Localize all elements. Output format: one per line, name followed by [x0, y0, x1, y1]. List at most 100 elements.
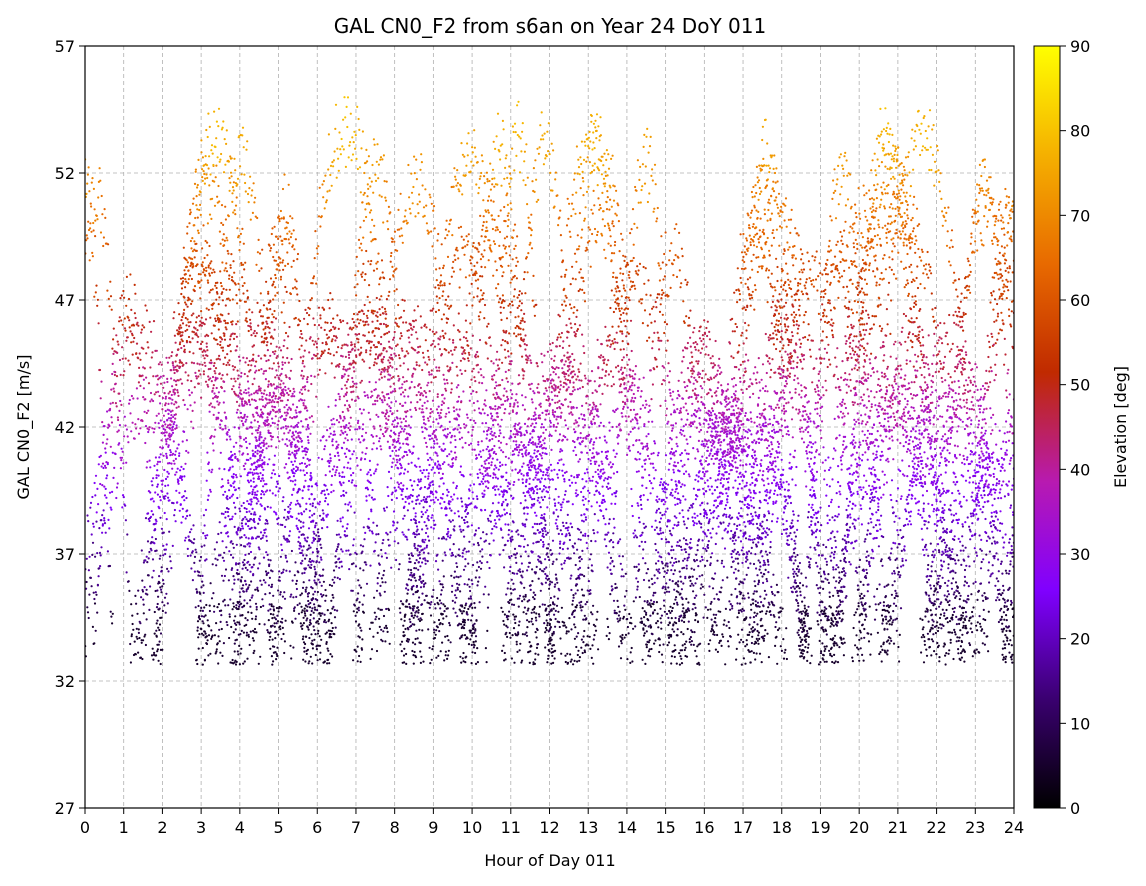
data-point: [697, 475, 700, 478]
data-point: [666, 507, 669, 510]
data-point: [467, 233, 470, 236]
data-point: [162, 374, 165, 377]
data-point: [813, 479, 816, 482]
data-point: [718, 470, 721, 473]
data-point: [980, 549, 983, 552]
data-point: [955, 457, 958, 460]
data-point: [369, 231, 372, 234]
data-point: [427, 381, 430, 384]
data-point: [780, 285, 783, 288]
data-point: [542, 545, 545, 548]
data-point: [717, 424, 720, 427]
data-point: [691, 421, 694, 424]
data-point: [979, 548, 982, 551]
data-point: [962, 611, 965, 614]
data-point: [415, 178, 418, 181]
data-point: [826, 514, 829, 517]
data-point: [493, 387, 496, 390]
data-point: [203, 172, 206, 176]
data-point: [983, 592, 986, 595]
data-point: [671, 564, 674, 567]
data-point: [364, 531, 367, 535]
data-point: [448, 223, 451, 226]
data-point: [527, 441, 531, 444]
data-point: [312, 617, 315, 620]
data-point: [856, 403, 859, 406]
data-point: [509, 565, 512, 569]
data-point: [151, 647, 154, 650]
data-point: [206, 279, 209, 282]
data-point: [947, 563, 950, 566]
data-point: [731, 459, 734, 462]
data-point: [472, 646, 475, 649]
data-point: [879, 601, 882, 605]
data-point: [767, 208, 770, 212]
data-point: [671, 628, 674, 631]
data-point: [304, 308, 307, 311]
data-point: [995, 237, 999, 240]
data-point: [858, 464, 862, 467]
data-point: [477, 192, 480, 195]
data-point: [900, 418, 903, 421]
data-point: [459, 268, 462, 271]
data-point: [946, 230, 949, 233]
data-point: [143, 586, 146, 589]
data-point: [516, 260, 519, 263]
data-point: [443, 378, 446, 381]
data-point: [892, 157, 896, 160]
data-point: [989, 176, 992, 179]
data-point: [243, 413, 246, 416]
data-point: [940, 521, 943, 524]
data-point: [492, 362, 495, 365]
data-point: [959, 645, 963, 648]
data-point: [1005, 396, 1009, 399]
data-point: [479, 275, 482, 278]
data-point: [932, 620, 935, 623]
data-point: [373, 596, 376, 599]
data-point: [894, 418, 897, 422]
data-point: [954, 475, 957, 479]
data-point: [730, 432, 734, 435]
data-point: [903, 474, 906, 477]
data-point: [749, 417, 753, 420]
data-point: [510, 208, 513, 211]
data-point: [430, 230, 433, 233]
data-point: [976, 598, 979, 602]
data-point: [730, 529, 733, 533]
data-point: [839, 389, 842, 392]
data-point: [224, 304, 227, 307]
data-point: [228, 288, 231, 291]
data-point: [231, 320, 234, 323]
data-point: [437, 309, 440, 312]
data-point: [345, 105, 348, 108]
data-point: [801, 367, 804, 370]
data-point: [923, 365, 926, 369]
data-point: [198, 286, 202, 289]
data-point: [469, 631, 472, 634]
data-point: [783, 488, 787, 491]
data-point: [441, 284, 444, 287]
data-point: [254, 527, 257, 530]
data-point: [629, 661, 632, 665]
data-point: [1003, 246, 1006, 249]
data-point: [473, 644, 476, 647]
data-point: [782, 481, 785, 484]
data-point: [482, 292, 485, 295]
data-point: [856, 492, 859, 496]
data-point: [245, 392, 248, 395]
data-point: [670, 534, 673, 537]
data-point: [462, 246, 465, 249]
data-point: [655, 306, 658, 309]
data-point: [496, 515, 499, 518]
data-point: [891, 258, 894, 261]
data-point: [478, 576, 481, 579]
data-point: [997, 332, 1000, 335]
data-point: [404, 438, 407, 441]
data-point: [519, 555, 523, 558]
data-point: [219, 242, 222, 245]
data-point: [204, 364, 207, 367]
data-point: [474, 353, 478, 356]
data-point: [756, 629, 759, 633]
data-point: [443, 382, 446, 385]
data-point: [989, 366, 992, 369]
